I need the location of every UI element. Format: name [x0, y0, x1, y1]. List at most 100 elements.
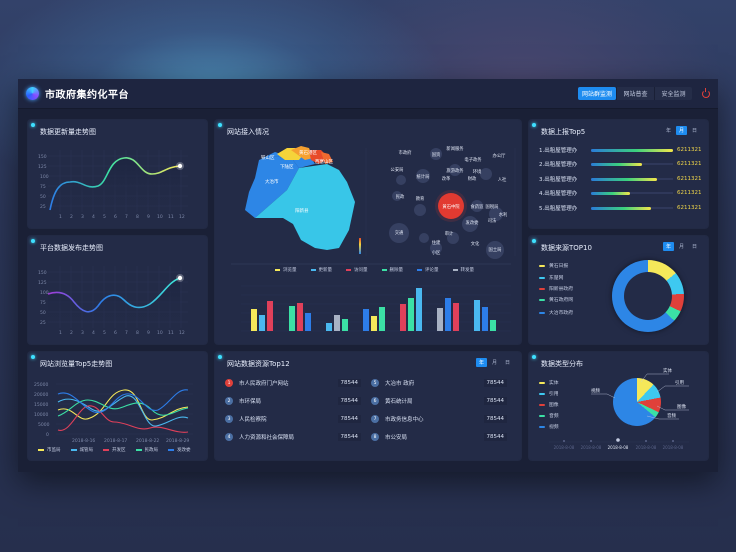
legend-item[interactable]: 城管局: [70, 447, 93, 453]
report-row: 5.出租屋管理办 6211321: [539, 205, 702, 212]
svg-text:国税局: 国税局: [486, 203, 499, 210]
svg-text:3: 3: [81, 330, 84, 336]
panel-dot-icon: [31, 123, 35, 127]
tab-site-survey[interactable]: 网站普查: [616, 87, 654, 100]
legend-item[interactable]: 发改委: [168, 447, 191, 453]
access-map-chart: 铁山区 下陆区 黄石港区 西塞山区 大冶市 阳新县 新闻服务 办公厅 国资 电子…: [231, 145, 516, 265]
legend-item[interactable]: 评论量: [417, 267, 439, 273]
svg-text:大冶市: 大冶市: [265, 178, 279, 185]
svg-text:12: 12: [179, 214, 185, 220]
svg-text:50: 50: [40, 310, 46, 316]
legend-item[interactable]: 图像: [539, 401, 559, 408]
period-day[interactable]: 日: [691, 244, 697, 250]
svg-text:8: 8: [136, 214, 139, 220]
legend-item[interactable]: 市监局: [38, 447, 61, 453]
list-item[interactable]: 1 市人民政府门户网站 78544: [225, 379, 361, 387]
svg-text:1: 1: [59, 214, 62, 220]
legend-item[interactable]: 删除量: [381, 267, 403, 273]
period-month[interactable]: 月: [675, 126, 687, 135]
svg-text:市政府: 市政府: [399, 149, 413, 156]
list-item[interactable]: 6 黄石统计局 78544: [371, 397, 507, 405]
panel-title: 数据上报Top5: [541, 128, 586, 136]
svg-text:2018-8-08: 2018-8-08: [554, 445, 575, 450]
power-icon[interactable]: [702, 87, 710, 98]
legend-item[interactable]: 开发区: [103, 447, 126, 453]
svg-text:25000: 25000: [34, 382, 48, 388]
publish-trend-chart: 150 125 100 75 50 25 1 2 3 4 5 6 7 8 9 1…: [38, 266, 188, 336]
svg-text:125: 125: [38, 164, 47, 170]
svg-text:人社: 人社: [498, 176, 507, 183]
period-day[interactable]: 日: [691, 128, 697, 134]
svg-text:2: 2: [70, 330, 73, 336]
legend-item[interactable]: 黄石政府网: [539, 296, 573, 303]
legend-item[interactable]: 引用: [539, 390, 559, 397]
legend-item[interactable]: 大冶市政府: [539, 309, 573, 316]
svg-text:10000: 10000: [34, 412, 48, 418]
legend-item[interactable]: 黄石日报: [539, 262, 568, 269]
svg-text:11: 11: [168, 330, 174, 336]
svg-text:审计: 审计: [445, 230, 454, 237]
svg-text:西塞山区: 西塞山区: [315, 158, 333, 165]
svg-text:黄石港区: 黄石港区: [299, 149, 317, 156]
legend-item[interactable]: 视频: [539, 423, 559, 430]
legend-item[interactable]: 东楚网: [539, 274, 563, 281]
legend-item[interactable]: 实体: [539, 379, 559, 386]
svg-text:100: 100: [40, 290, 49, 296]
report-row: 1.出租屋管理办 6211321: [539, 147, 702, 154]
legend-item[interactable]: 更新量: [310, 267, 332, 273]
list-item[interactable]: 3 人民检察院 78544: [225, 415, 361, 423]
svg-text:0: 0: [46, 432, 49, 438]
legend-item[interactable]: 转发量: [452, 267, 474, 273]
list-item[interactable]: 5 大冶市 政府 78544: [371, 379, 507, 387]
svg-text:4: 4: [92, 214, 95, 220]
tab-security-monitor[interactable]: 安全监测: [654, 87, 692, 100]
svg-text:75: 75: [40, 184, 46, 190]
panel-dot-icon: [31, 355, 35, 359]
legend-item[interactable]: 浏览量: [275, 267, 297, 273]
list-item[interactable]: 2 市环保局 78544: [225, 397, 361, 405]
tab-site-monitor[interactable]: 网站群监测: [578, 87, 616, 100]
svg-text:引用: 引用: [675, 379, 684, 386]
svg-text:2018-8-08: 2018-8-08: [608, 445, 629, 450]
panel-dot-icon: [532, 355, 536, 359]
panel-resource-top12: 网站数据资源Top12 年 月 日 1 市人民政府门户网站 78544 2 市环保局 7…: [215, 352, 521, 460]
legend-item[interactable]: 阳新县政府: [539, 285, 573, 292]
panel-site-access: 网站接入情况 铁山区 下陆区 黄石港区 西塞山区 大冶市 阳新县: [215, 120, 521, 344]
panel-dot-icon: [218, 123, 222, 127]
list-item[interactable]: 7 市政务信息中心 78544: [371, 415, 507, 423]
tab-bar: 网站群监测 网站普查 安全监测: [578, 87, 692, 100]
panel-source-top10: 数据来源TOP10 年 月 日 黄石日报 东楚网 阳新县政府 黄石政府网 大冶市…: [529, 236, 708, 344]
svg-text:改革: 改革: [442, 175, 451, 182]
panel-dot-icon: [532, 123, 536, 127]
report-row: 2.出租屋管理办 6211321: [539, 161, 702, 168]
svg-text:5: 5: [103, 214, 106, 220]
period-year[interactable]: 年: [665, 128, 671, 134]
panel-title: 数据来源TOP10: [541, 244, 592, 252]
report-row: 3.出租屋管理办 6211321: [539, 176, 702, 183]
panel-update-trend: 数据更新量走势图 150 125 100 75 50 25 1 2: [28, 120, 207, 228]
period-year[interactable]: 年: [475, 358, 487, 367]
legend-item[interactable]: 民政局: [135, 447, 158, 453]
svg-text:10: 10: [157, 330, 163, 336]
svg-text:国土局: 国土局: [489, 246, 502, 253]
list-item[interactable]: 8 市公安局 78544: [371, 433, 507, 441]
panel-report-top5: 数据上报Top5 年 月 日 1.出租屋管理办 6211321 2.出租屋管理办 6…: [529, 120, 708, 228]
list-item[interactable]: 4 人力资源和社会保障局 78544: [225, 433, 361, 441]
update-trend-chart: 150 125 100 75 50 25 1 2 3 4 5 6 7 8 9 1…: [38, 150, 188, 220]
svg-text:7: 7: [125, 214, 128, 220]
legend-item[interactable]: 访问量: [346, 267, 368, 273]
svg-text:办公厅: 办公厅: [493, 152, 507, 159]
panel-dot-icon: [31, 239, 35, 243]
legend-item[interactable]: 音频: [539, 412, 559, 419]
svg-text:小区: 小区: [432, 249, 441, 256]
svg-text:2018-8-16: 2018-8-16: [72, 438, 95, 444]
period-month[interactable]: 月: [491, 360, 497, 366]
svg-text:新闻服务: 新闻服务: [446, 145, 464, 152]
period-day[interactable]: 日: [504, 360, 510, 366]
period-month[interactable]: 月: [678, 244, 684, 250]
svg-text:阳新县: 阳新县: [295, 207, 309, 214]
top-bar: 市政府集约化平台 网站群监测 网站普查 安全监测: [18, 79, 718, 109]
report-row: 4.出租屋管理办 6211321: [539, 190, 702, 197]
period-year[interactable]: 年: [662, 242, 674, 251]
svg-text:发改委: 发改委: [466, 219, 480, 226]
